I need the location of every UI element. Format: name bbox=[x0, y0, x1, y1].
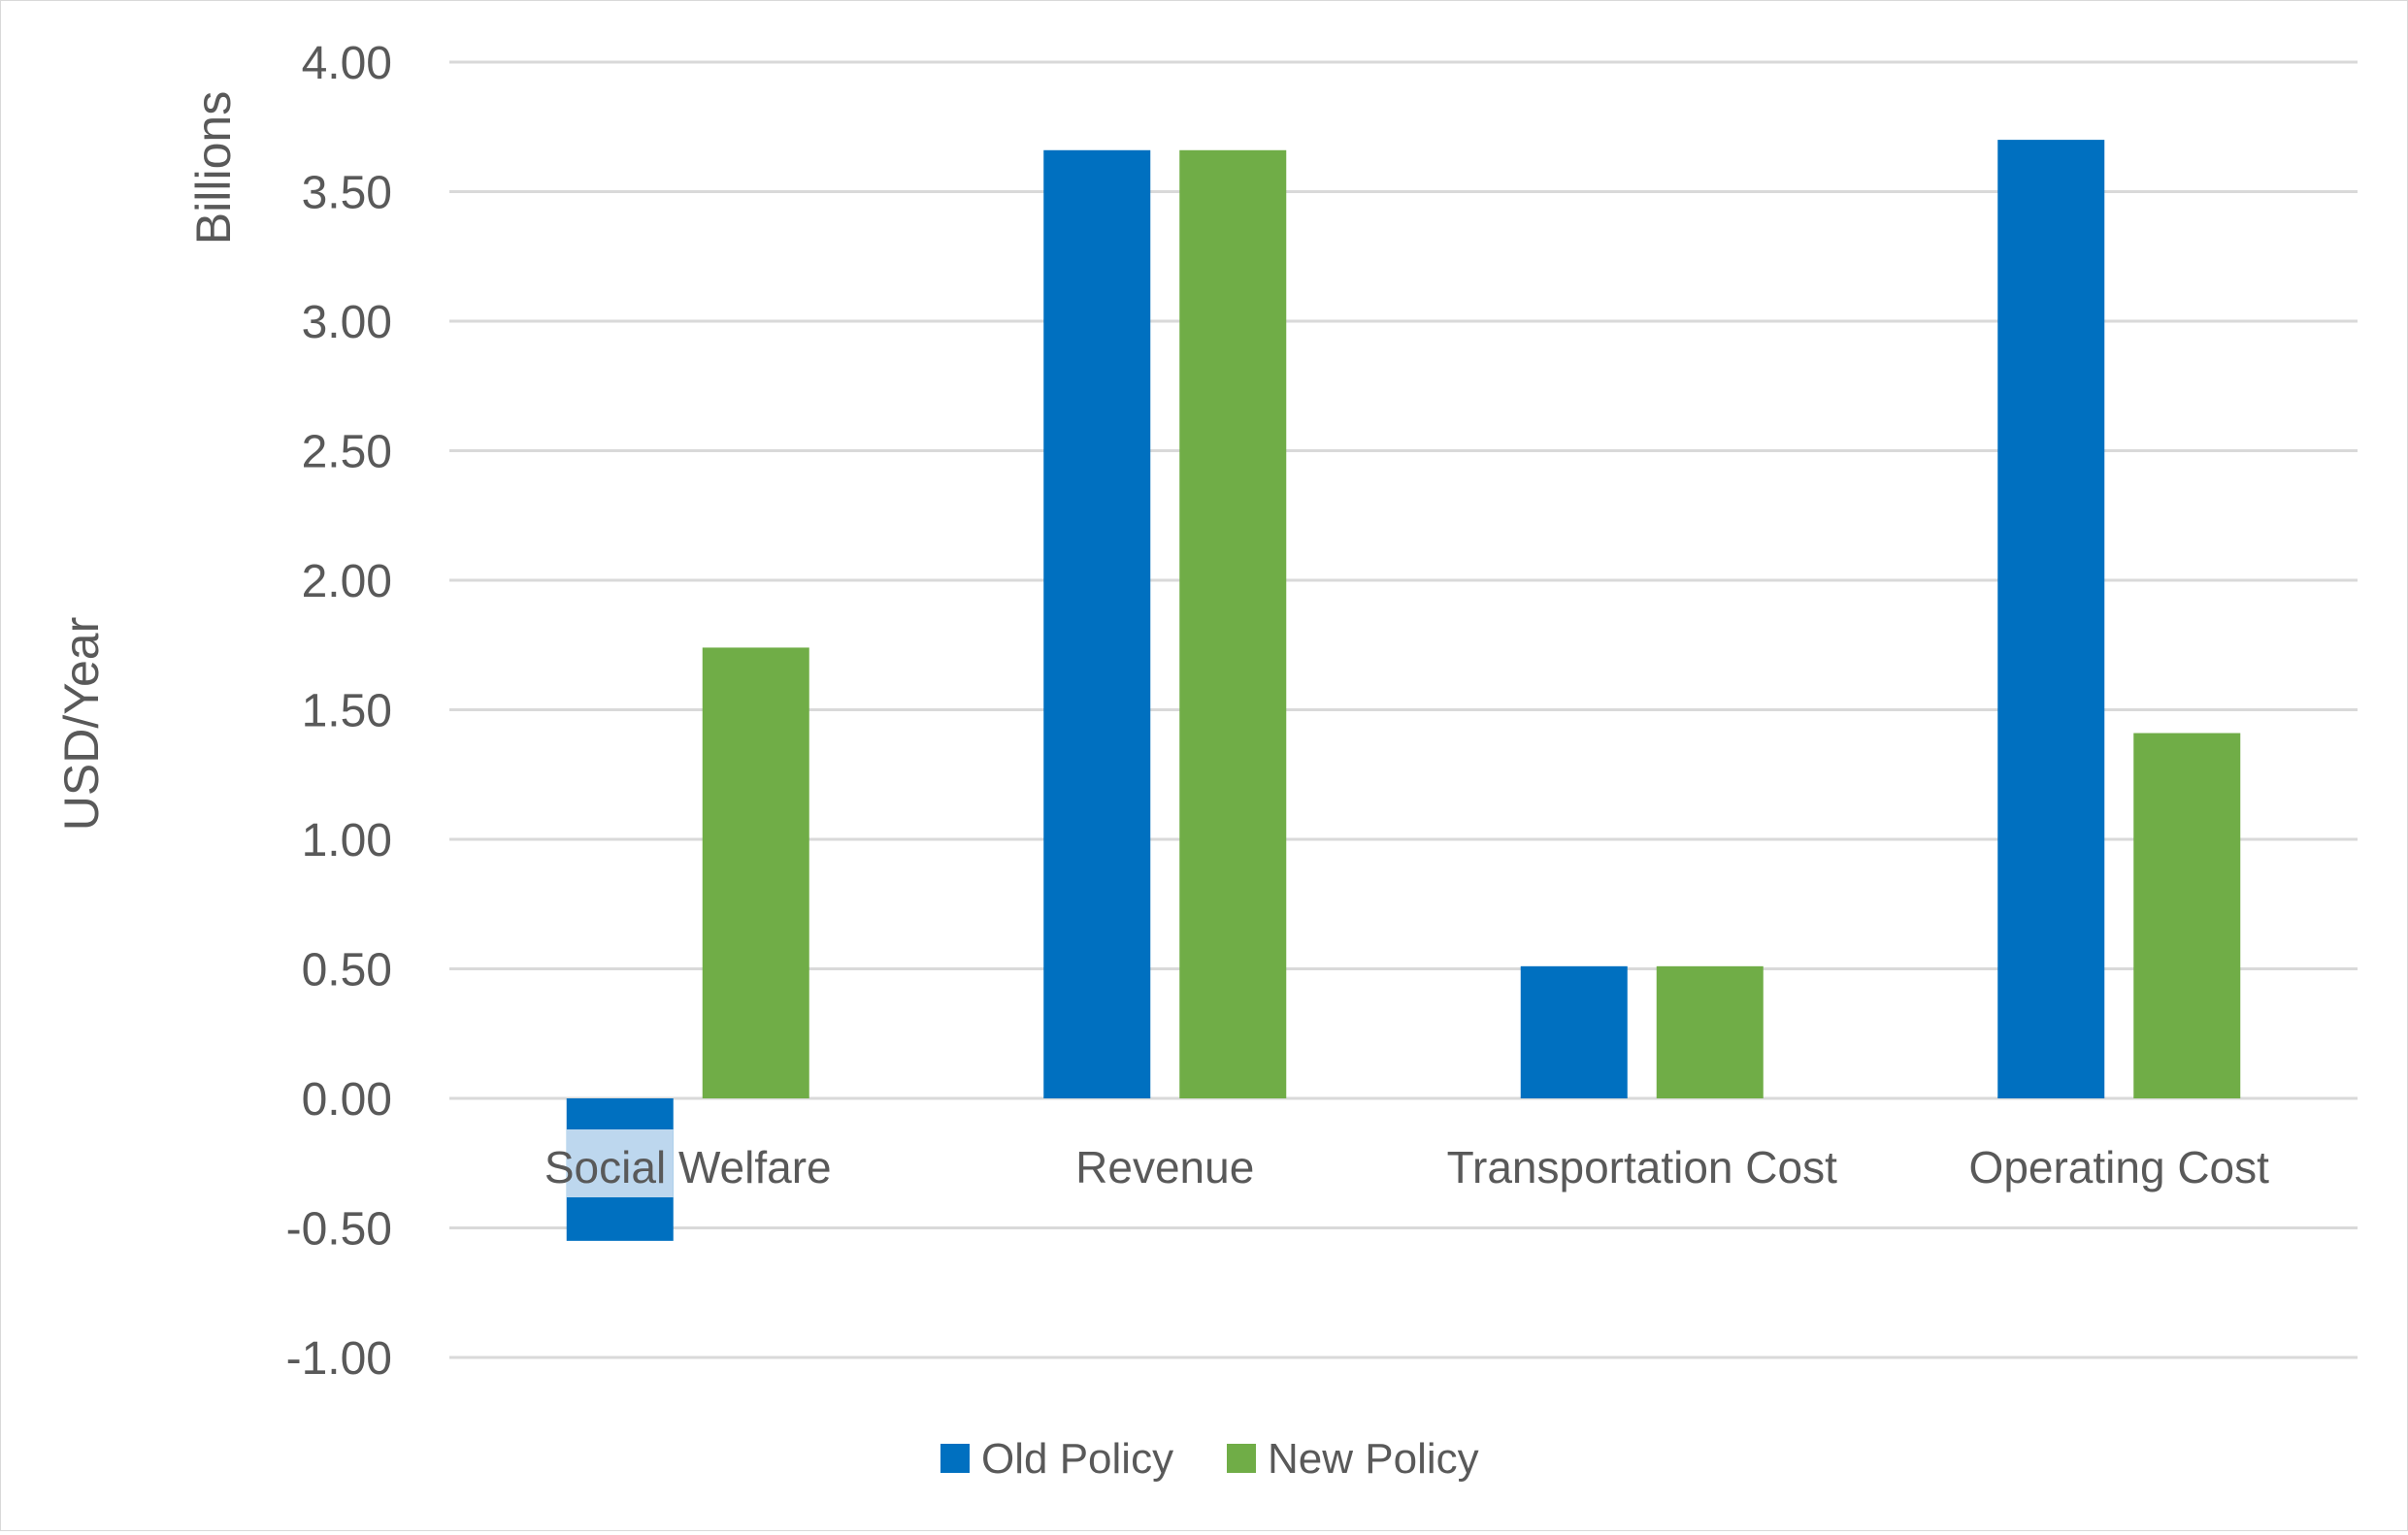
y-tick-label: 0.00 bbox=[302, 1074, 392, 1126]
bar-new-policy-operating-cost bbox=[2133, 733, 2241, 1098]
category-label: Social Welfare bbox=[544, 1142, 832, 1192]
bar-old-policy-transportation-cost bbox=[1520, 965, 1628, 1098]
category-label: Operating Cost bbox=[1969, 1142, 2270, 1192]
y-axis-unit-label: Billions bbox=[186, 91, 241, 245]
y-tick-label: 1.00 bbox=[302, 815, 392, 866]
bar-new-policy-revenue bbox=[1179, 149, 1287, 1098]
y-axis-title: USD/Year bbox=[54, 617, 109, 831]
bar-new-policy-transportation-cost bbox=[1656, 965, 1764, 1098]
legend-swatch bbox=[940, 1444, 970, 1473]
legend: Old Policy New Policy bbox=[940, 1435, 1479, 1483]
y-tick-label: -1.00 bbox=[286, 1333, 392, 1385]
label-highlight bbox=[566, 1129, 674, 1197]
y-tick-label: 4.00 bbox=[302, 38, 392, 89]
bar-old-policy-operating-cost bbox=[1997, 140, 2105, 1099]
bars bbox=[566, 140, 2241, 1241]
y-tick-label: 2.50 bbox=[302, 427, 392, 478]
category-labels: Social Welfare Revenue Transportation Cost… bbox=[544, 1129, 2269, 1197]
legend-label: Old Policy bbox=[981, 1435, 1173, 1483]
category-label: Revenue bbox=[1075, 1142, 1254, 1192]
y-tick-label: 3.50 bbox=[302, 168, 392, 219]
bar-old-policy-revenue bbox=[1043, 149, 1151, 1098]
legend-swatch bbox=[1227, 1444, 1256, 1473]
y-tick-label: 2.00 bbox=[302, 556, 392, 607]
legend-label: New Policy bbox=[1268, 1435, 1479, 1483]
y-tick-label: 3.00 bbox=[302, 297, 392, 348]
category-label: Transportation Cost bbox=[1447, 1142, 1837, 1192]
y-tick-label: -0.50 bbox=[286, 1204, 392, 1256]
y-tick-label: 0.50 bbox=[302, 945, 392, 996]
y-axis-tick-labels: 4.00 3.50 3.00 2.50 2.00 1.50 1.00 0.50 0.00 -0.5… bbox=[286, 38, 392, 1385]
y-tick-label: 1.50 bbox=[302, 686, 392, 737]
bar-new-policy-social-welfare bbox=[702, 647, 809, 1098]
